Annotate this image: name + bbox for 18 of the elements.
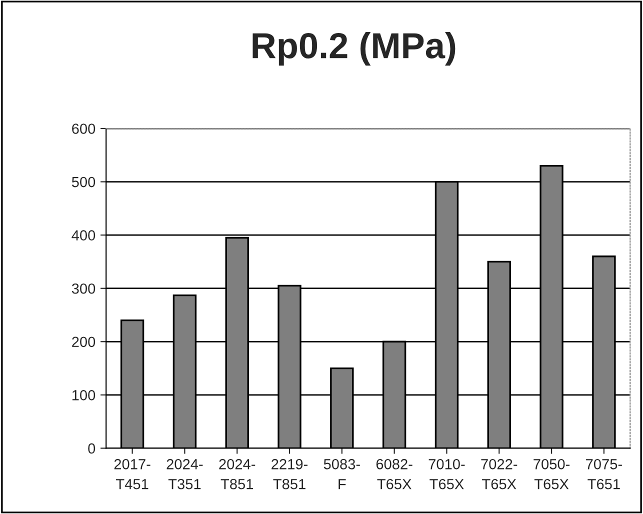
y-tick-label: 400 — [72, 230, 96, 240]
x-tick-label: 5083- F — [324, 459, 360, 490]
y-tick-label: 100 — [72, 390, 96, 400]
x-tick-label: 2219- T851 — [272, 459, 308, 490]
y-tick-label: 500 — [72, 176, 96, 188]
x-tick-label: 7010- T65X — [428, 459, 465, 490]
y-tick-label: 300 — [72, 283, 96, 294]
y-tick-label: 0 — [88, 443, 96, 454]
y-tick-label: 200 — [72, 336, 96, 348]
y-tick-label: 600 — [72, 124, 96, 134]
x-tick-label: 7075- T651 — [586, 459, 622, 490]
chart-title: Rp0.2 (MPa) — [252, 32, 456, 66]
x-tick-label: 2017- T451 — [114, 459, 150, 490]
x-tick-label: 7022- T65X — [481, 459, 518, 490]
x-tick-label: 6082- T65X — [376, 459, 412, 490]
x-tick-label: 7050- T65X — [534, 459, 570, 490]
x-tick-label: 2024- T351 — [166, 459, 203, 490]
x-tick-label: 2024- T851 — [219, 459, 256, 490]
